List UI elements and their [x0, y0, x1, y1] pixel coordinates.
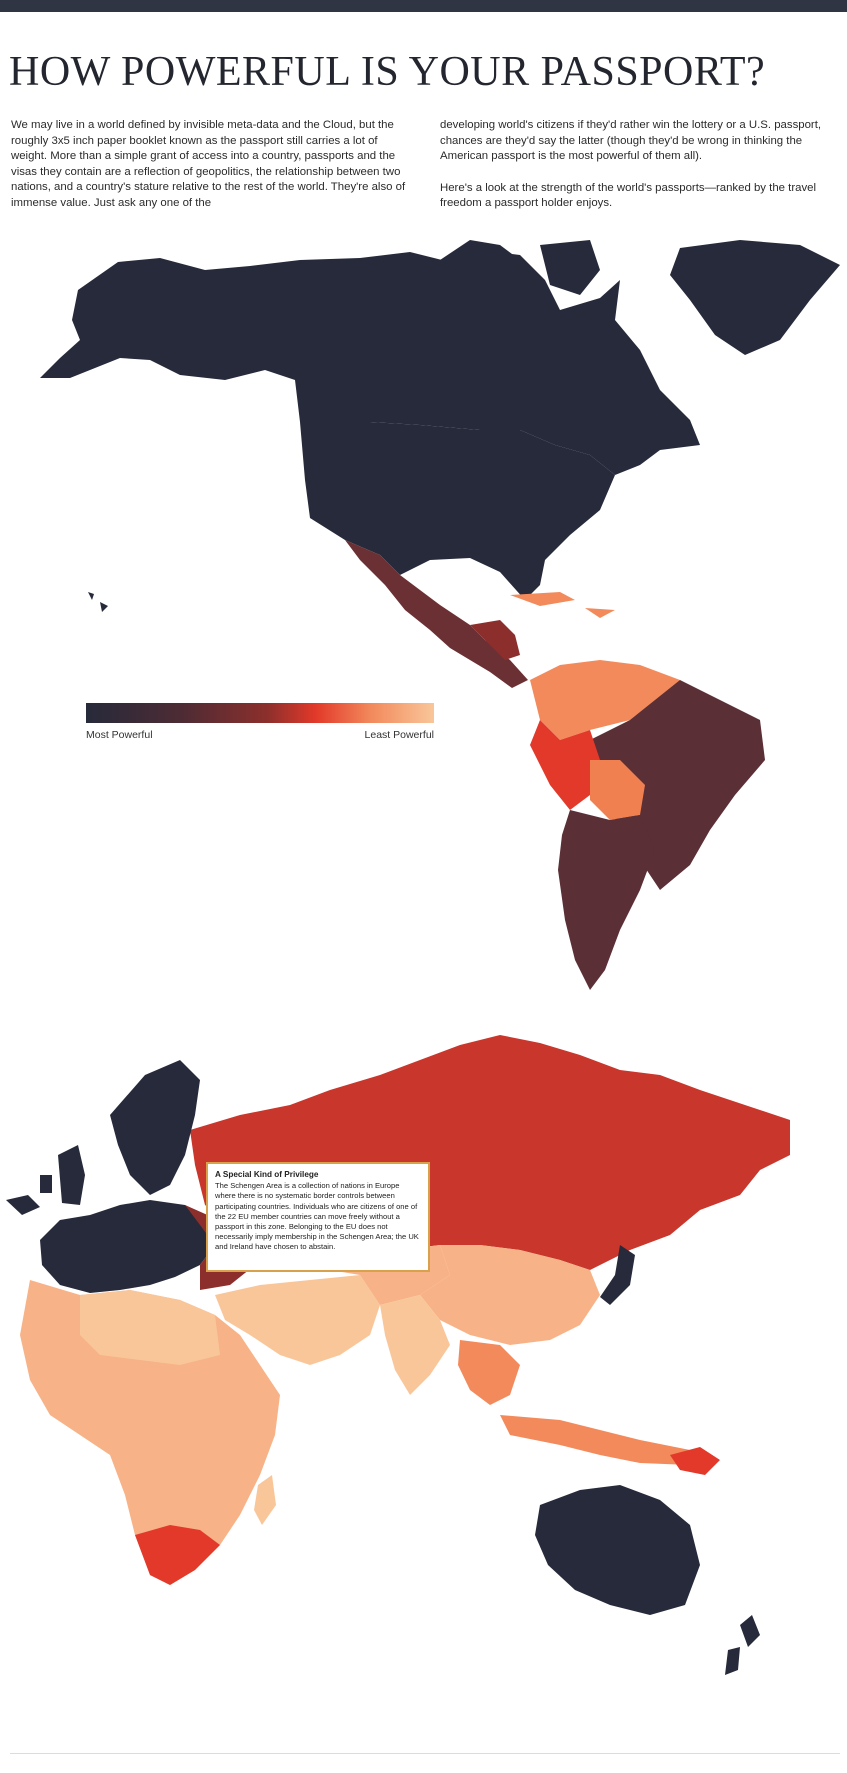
region-iceland: [6, 1195, 40, 1215]
legend-gradient-bar: [86, 703, 434, 723]
region-bolivia: [590, 760, 645, 820]
schengen-callout: A Special Kind of Privilege The Schengen…: [206, 1162, 430, 1272]
region-japan: [600, 1245, 635, 1305]
region-southeast-asia: [458, 1340, 520, 1405]
region-new-zealand: [725, 1615, 760, 1675]
intro-column-left: We may live in a world defined by invisi…: [11, 118, 413, 228]
region-greenland: [670, 240, 840, 355]
region-china: [420, 1245, 600, 1345]
bottom-divider: [10, 1753, 840, 1754]
intro-column-right: developing world's citizens if they'd ra…: [440, 118, 840, 228]
legend-max-label: Least Powerful: [364, 729, 434, 741]
legend-min-label: Most Powerful: [86, 729, 153, 741]
region-scandinavia: [110, 1060, 200, 1195]
region-brazil: [580, 680, 765, 890]
region-usa: [300, 422, 615, 600]
region-mexico: [345, 540, 528, 688]
callout-title: A Special Kind of Privilege: [215, 1170, 319, 1179]
region-peru: [530, 720, 600, 810]
intro-paragraph-3: Here's a look at the strength of the wor…: [440, 181, 817, 210]
top-bar: [0, 0, 847, 12]
region-indonesia: [500, 1415, 690, 1465]
region-australia: [535, 1485, 700, 1615]
region-argentina-chile: [558, 810, 655, 990]
region-southern-africa: [135, 1525, 220, 1585]
region-uk-ireland: [40, 1145, 85, 1205]
page-title: HOW POWERFUL IS YOUR PASSPORT?: [9, 49, 766, 95]
region-western-europe: [40, 1200, 215, 1293]
region-india: [380, 1295, 450, 1395]
region-madagascar: [254, 1475, 276, 1525]
region-canada-alaska: [40, 250, 700, 475]
region-caribbean: [510, 592, 615, 618]
intro-paragraph-2: developing world's citizens if they'd ra…: [440, 119, 822, 163]
map-legend: Most Powerful Least Powerful: [86, 703, 434, 741]
region-hawaii: [88, 592, 108, 612]
americas-map: [40, 240, 840, 990]
region-papua: [670, 1447, 720, 1475]
region-north-africa: [80, 1290, 220, 1365]
callout-body: The Schengen Area is a collection of nat…: [215, 1181, 419, 1252]
intro-paragraph-1: We may live in a world defined by invisi…: [11, 119, 406, 209]
region-colombia-venezuela: [530, 660, 680, 740]
region-arctic-islands: [440, 240, 600, 295]
eurasia-africa-map: [6, 1035, 790, 1675]
region-middle-east: [215, 1275, 380, 1365]
region-central-america: [470, 620, 520, 660]
